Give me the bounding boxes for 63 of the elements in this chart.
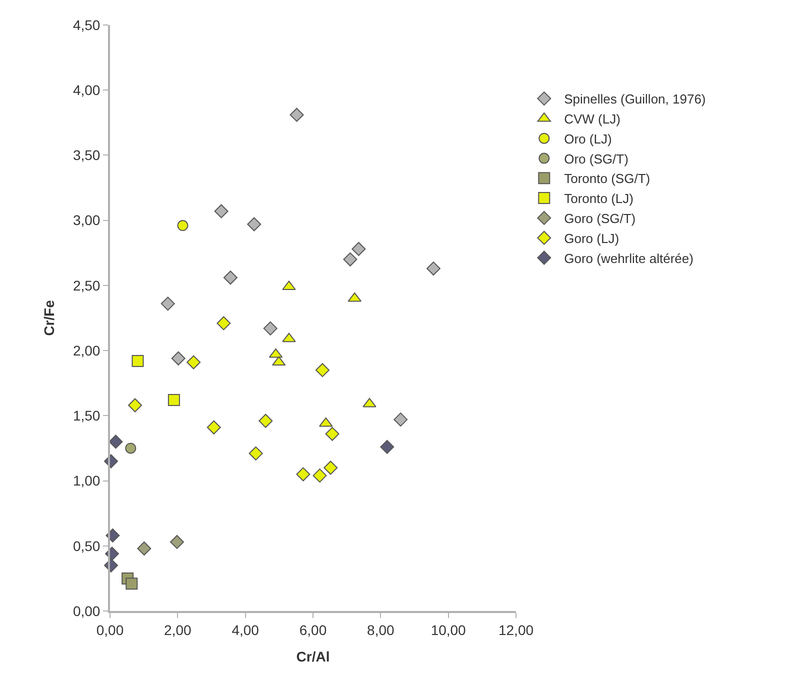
- x-tick-label: 12,00: [498, 622, 534, 638]
- x-tick-label: 10,00: [430, 622, 466, 638]
- point: [325, 426, 340, 441]
- x-axis-title: Cr/Al: [296, 648, 330, 665]
- point: [290, 108, 304, 122]
- x-tick-label: 2,00: [164, 622, 192, 638]
- point: [137, 541, 152, 556]
- point: [160, 296, 175, 311]
- legend-label: Goro (wehrlite altérée): [564, 250, 694, 266]
- point: [362, 398, 376, 408]
- point: [426, 262, 440, 276]
- point: [132, 354, 144, 367]
- point: [214, 204, 228, 218]
- point: [108, 434, 123, 449]
- y-tick-label: 2,50: [72, 277, 100, 294]
- x-tick-label: 0,00: [96, 622, 124, 638]
- y-tick-label: 3,00: [72, 212, 100, 228]
- point: [206, 420, 221, 434]
- x-tick-label: 6,00: [299, 622, 327, 638]
- y-tick-label: 1,50: [72, 408, 100, 424]
- point: [352, 242, 366, 256]
- point: [394, 412, 408, 427]
- point: [348, 292, 362, 302]
- x-tick-label: 4,00: [232, 622, 260, 638]
- point: [258, 414, 273, 428]
- y-tick-label: 0,50: [72, 538, 100, 554]
- point: [223, 270, 238, 285]
- y-axis-title: Cr/Fe: [41, 300, 58, 336]
- point: [126, 578, 138, 590]
- y-tick-label: 3,50: [72, 147, 100, 164]
- point: [312, 468, 327, 483]
- point: [343, 252, 358, 266]
- legend-label: CVW (LJ): [564, 112, 620, 127]
- point: [216, 316, 231, 330]
- point: [315, 363, 330, 378]
- legend-label: Toronto (SG/T): [564, 171, 650, 186]
- point: [296, 467, 310, 482]
- point: [186, 355, 201, 370]
- y-tick-label: 4,00: [72, 82, 100, 98]
- y-tick-label: 4,50: [72, 16, 100, 33]
- legend-label: Oro (SG/T): [564, 151, 628, 166]
- point: [319, 417, 333, 427]
- point: [324, 460, 338, 475]
- point: [170, 534, 184, 549]
- point: [168, 394, 180, 406]
- point: [177, 220, 188, 232]
- y-tick-label: 1,00: [72, 472, 100, 489]
- point: [171, 351, 186, 366]
- x-tick-label: 8,00: [367, 622, 395, 638]
- point: [247, 217, 262, 232]
- legend-label: Goro (LJ): [564, 230, 620, 246]
- point: [380, 440, 394, 454]
- point: [128, 398, 142, 412]
- legend-label: Spinelles (Guillon, 1976): [564, 92, 706, 107]
- point: [263, 321, 278, 336]
- legend-label: Oro (LJ): [564, 131, 612, 146]
- legend-label: Toronto (LJ): [564, 191, 634, 206]
- y-tick-label: 0,00: [72, 602, 100, 619]
- point: [125, 442, 136, 454]
- point: [248, 446, 263, 460]
- legend-label: Goro (SG/T): [564, 211, 636, 226]
- y-tick-label: 2,00: [72, 342, 100, 358]
- point: [282, 332, 296, 342]
